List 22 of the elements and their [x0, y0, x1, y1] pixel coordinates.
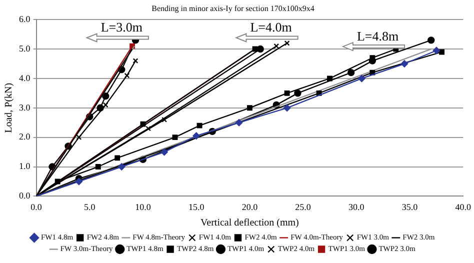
y-tick-label: 4.0 — [19, 72, 31, 83]
annotation: L=3.0m — [100, 20, 142, 35]
x-tick-label: 20.0 — [242, 202, 258, 212]
y-tick-label: 5.0 — [19, 43, 31, 54]
annotation: L=4.8m — [356, 28, 399, 44]
x-tick-label: 5.0 — [84, 202, 96, 212]
x-tick-label: 30.0 — [348, 202, 365, 212]
annotation: L=4.0m — [250, 20, 292, 35]
x-axis-title: Vertical deflection (mm) — [200, 218, 299, 229]
x-tick-label: 35.0 — [402, 202, 418, 212]
y-tick-label: 2.0 — [19, 132, 31, 142]
x-tick-label: 40.0 — [455, 202, 472, 212]
y-tick-label: 3.0 — [19, 102, 31, 112]
x-tick-label: 15.0 — [188, 202, 205, 212]
x-tick-label: 0.0 — [30, 202, 42, 212]
y-tick-label: 0.0 — [19, 190, 31, 201]
y-tick-label: 6.0 — [19, 14, 31, 24]
x-tick-label: 10.0 — [135, 202, 152, 212]
y-axis-title: Load, P(kN) — [4, 82, 15, 133]
y-tick-label: 1.0 — [19, 161, 31, 172]
x-tick-label: 25.0 — [295, 202, 312, 212]
chart-title: Bending in minor axis-Iy for section 170x100x9x4 — [152, 4, 314, 13]
